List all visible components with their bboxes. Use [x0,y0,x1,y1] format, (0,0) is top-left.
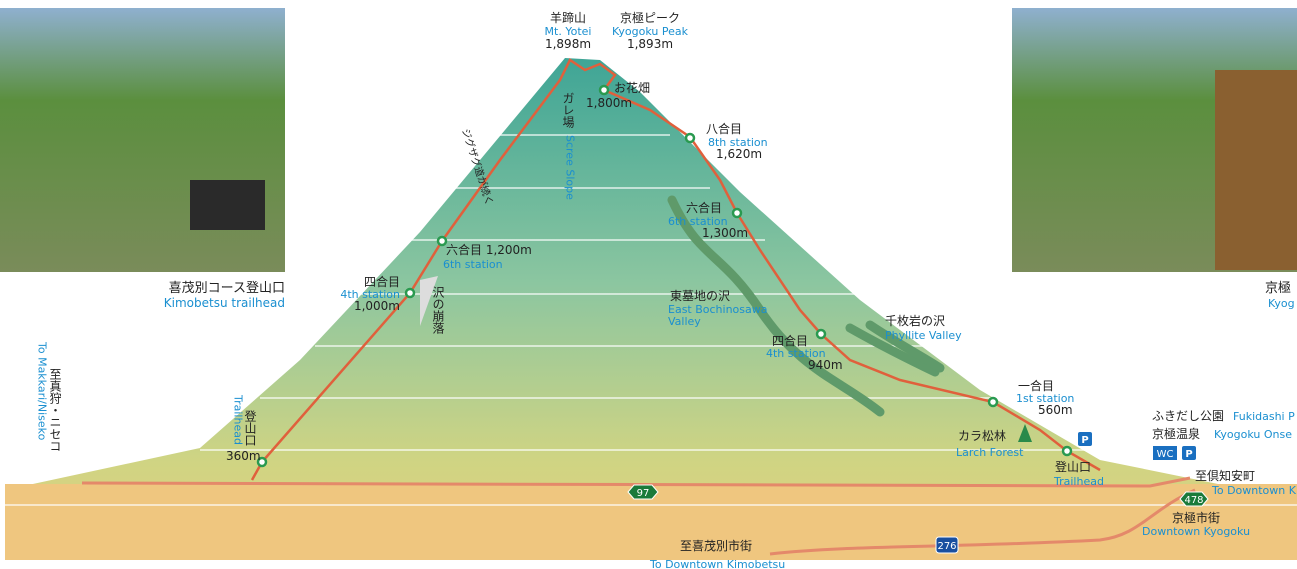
label: 6th station [668,215,728,228]
label: 4th station [766,347,826,360]
label: お花畑 [614,80,650,95]
label: To Downtown Kimobetsu [649,558,785,569]
caption: Kimobetsu trailhead [164,296,285,310]
label: 四合目 [772,333,808,348]
label: Scree Slope [564,135,577,200]
road [769,488,1196,556]
road-number: 97 [637,488,650,499]
wc-text: WC [1157,449,1174,460]
label: Downtown Kyogoku [1142,525,1250,538]
label: 560m [1038,403,1073,417]
label: 1st station [1016,392,1074,405]
label: 1,620m [716,147,762,161]
photo [0,8,285,272]
wc-icon [1153,446,1177,460]
label: 至真狩・ニセコ [48,368,62,452]
label: 千枚岩の沢 [885,313,945,328]
label: 沢の崩落 [431,286,445,335]
label: Trailhead [232,394,245,445]
label: 羊蹄山 [550,10,586,25]
label: Larch Forest [956,446,1024,459]
label: 一合目 [1018,378,1054,393]
label: 4th station [340,288,400,301]
mountain [5,58,1297,560]
label: 至倶知安町 [1195,468,1255,483]
trail [250,58,1101,481]
label: 八合目 [706,121,742,136]
parking-icon [1182,446,1196,460]
label-box: East Bochinosawa Valley [668,304,768,328]
label: To Downtown K [1211,484,1297,497]
label: 1,800m [586,96,632,110]
road [81,476,1191,488]
sign [1215,70,1297,270]
label: Kyogoku Peak [612,25,689,38]
road-marker [935,536,959,554]
road-number: 276 [937,541,956,552]
label: East Bochinosawa Valley [668,304,768,328]
tree [1018,424,1032,442]
label: ふきだし公園 [1152,409,1224,423]
parking-text: P [1185,449,1192,460]
label: 1,898m [545,37,591,51]
label: 東墓地の沢 [670,289,730,303]
station-markers [256,84,1073,468]
caption: 京極 [1265,280,1291,296]
label: 六合目 [686,200,722,215]
label: Fukidashi P [1233,410,1295,423]
valleys [667,195,945,417]
label: カラ松林 [958,429,1006,443]
label: 1,000m [354,299,400,313]
parking-icon [1078,432,1092,446]
label: Mt. Yotei [545,25,592,38]
label: ガレ場 [561,92,575,129]
road-marker [627,484,659,500]
label: 8th station [708,136,768,149]
road-marker [1179,491,1209,507]
label: 940m [808,358,843,372]
label: 至喜茂別市街 [680,538,752,553]
caption: 喜茂別コース登山口 [169,281,285,296]
label: 四合目 [364,274,400,289]
collapse [420,276,438,326]
label: 京極ピーク [620,10,680,25]
contours [5,134,1297,506]
label: 京極市街 [1172,510,1220,525]
label: 六合目 1,200m [446,242,532,257]
label: Trailhead [1053,475,1104,488]
label: 京極温泉 [1152,426,1200,441]
label: 6th station [443,258,503,271]
label: To Makkari/Niseko [36,341,49,441]
label: 1,300m [702,226,748,240]
label: Phyllite Valley [885,329,962,342]
road-number: 478 [1184,495,1203,506]
label: 360m [226,449,261,463]
parking-text: P [1081,435,1088,446]
label: 登山口 [1055,459,1091,474]
label: 登山口 [243,409,257,446]
label: Kyogoku Onse [1214,428,1292,441]
sign [190,180,265,230]
caption: Kyog [1268,297,1295,310]
label: 1,893m [627,37,673,51]
